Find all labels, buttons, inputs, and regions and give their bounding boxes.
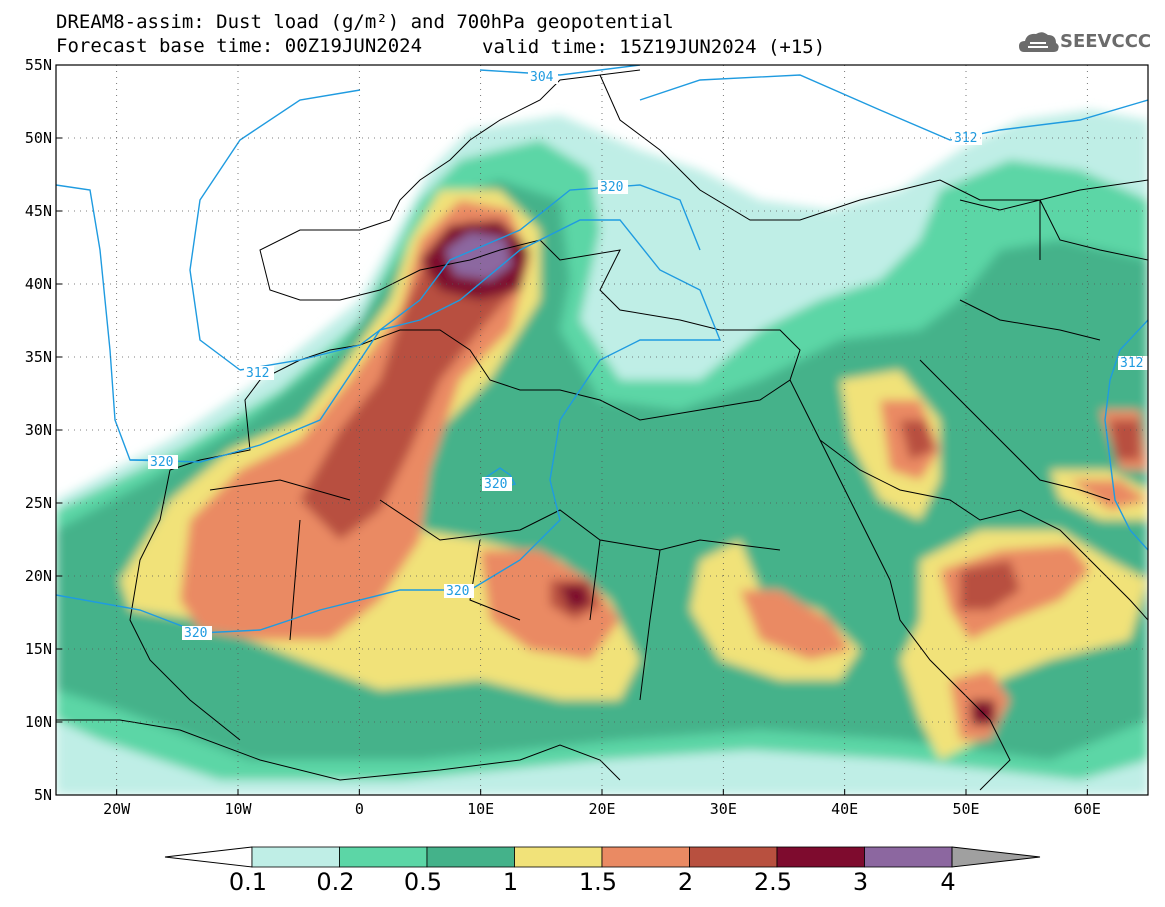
- graticule: [56, 65, 1148, 795]
- valid-time: valid time: 15Z19JUN2024 (+15): [482, 36, 826, 58]
- map-title: DREAM8-assim: Dust load (g/m²) and 700hP…: [56, 11, 674, 33]
- logo-text: SEEVCCC: [1060, 31, 1152, 52]
- lat-tick-label: 25N: [24, 494, 52, 512]
- lat-tick-label: 35N: [24, 348, 52, 366]
- cloud-logo-icon: [1019, 32, 1059, 52]
- contour-label: 312: [246, 366, 269, 381]
- colorbar-swatch: [426, 846, 515, 868]
- lon-tick-label: 10W: [224, 800, 252, 818]
- contour-label: 320: [484, 477, 507, 492]
- colorbar-swatch: [601, 846, 690, 868]
- lat-tick-label: 20N: [24, 567, 52, 585]
- colorbar-tick-label: 1: [502, 868, 519, 896]
- lat-tick-label: 30N: [24, 421, 52, 439]
- colorbar-swatch: [776, 846, 865, 868]
- lon-tick-label: 30E: [709, 800, 737, 818]
- dust-band-2: [960, 560, 1020, 610]
- contour-label: 320: [600, 180, 623, 195]
- contour-label: 320: [184, 626, 207, 641]
- colorbar-tick-label: 2: [677, 868, 694, 896]
- colorbar-tick-label: 0.5: [403, 868, 443, 896]
- dust-field: [56, 110, 1148, 795]
- lat-tick-label: 40N: [24, 275, 52, 293]
- lon-tick-label: 10E: [467, 800, 495, 818]
- lat-tick-label: 55N: [24, 56, 52, 74]
- colorbar-swatch: [514, 846, 603, 868]
- forecast-base-time: Forecast base time: 00Z19JUN2024: [56, 35, 423, 57]
- dust-band-1.5: [1070, 480, 1148, 510]
- dust-band-2.5: [560, 585, 590, 610]
- colorbar-tick-label: 2.5: [753, 868, 793, 896]
- colorbar-tick-label: 0.1: [228, 868, 268, 896]
- contour-label: 320: [150, 455, 173, 470]
- lat-tick-label: 10N: [24, 713, 52, 731]
- contour-label: 304: [530, 70, 554, 85]
- axis-ticks: [56, 64, 1088, 796]
- lat-tick-label: 45N: [24, 202, 52, 220]
- colorbar-swatch: [689, 846, 778, 868]
- dust-band-2: [1110, 420, 1140, 460]
- colorbar-tick-label: 4: [940, 868, 956, 896]
- contour-labels: 304 312 312 320 320 320 320 312 320: [148, 70, 1148, 641]
- lat-tick-label: 5N: [33, 786, 52, 804]
- lon-tick-label: 0: [354, 800, 364, 818]
- contour-label: 320: [446, 584, 469, 599]
- lon-tick-label: 50E: [952, 800, 980, 818]
- lat-tick-label: 50N: [24, 129, 52, 147]
- colorbar-tick-label: 1.5: [578, 868, 618, 896]
- dust-band-1.5: [740, 590, 850, 660]
- colorbar-under-triangle: [164, 846, 253, 868]
- lon-tick-label: 20E: [588, 800, 616, 818]
- colorbar-swatch: [339, 846, 428, 868]
- colorbar: [164, 846, 1041, 868]
- lat-tick-label: 15N: [24, 640, 52, 658]
- colorbar-swatch: [251, 846, 340, 868]
- colorbar-tick-label: 3: [852, 868, 869, 896]
- dust-band-2: [300, 220, 515, 540]
- colorbar-over-triangle: [951, 846, 1041, 868]
- contour-label: 312: [954, 131, 977, 146]
- lon-tick-label: 60E: [1073, 800, 1101, 818]
- coastlines: [56, 69, 1148, 791]
- colorbar-swatch: [864, 846, 953, 868]
- lon-tick-label: 40E: [831, 800, 859, 818]
- lon-tick-label: 20W: [103, 800, 131, 818]
- contour-label: 312: [1120, 356, 1143, 371]
- geopotential-contours: [56, 65, 1148, 634]
- colorbar-tick-label: 0.2: [316, 868, 355, 896]
- dust-band-3: [445, 232, 512, 280]
